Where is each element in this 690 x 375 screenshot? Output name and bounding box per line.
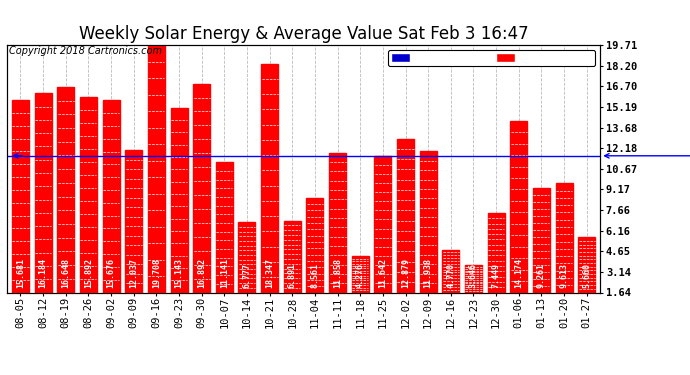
Text: 5.660: 5.660 (582, 263, 591, 288)
Bar (239, 222, 255, 292)
Text: 12.879: 12.879 (401, 258, 410, 288)
Text: 11.621: 11.621 (604, 136, 690, 176)
Bar (306, 198, 324, 292)
Bar (148, 45, 165, 292)
Text: 15.681: 15.681 (16, 258, 25, 288)
Text: 12.037: 12.037 (129, 258, 138, 288)
Bar (375, 156, 391, 292)
Bar (555, 183, 573, 292)
Bar (80, 97, 97, 292)
Text: 4.770: 4.770 (446, 263, 455, 288)
Bar (126, 150, 142, 292)
Title: Weekly Solar Energy & Average Value Sat Feb 3 16:47: Weekly Solar Energy & Average Value Sat … (79, 26, 529, 44)
Bar (442, 250, 460, 292)
Bar (34, 93, 52, 292)
Bar (261, 64, 278, 292)
Text: 14.174: 14.174 (514, 258, 523, 288)
Text: 11.141: 11.141 (220, 258, 229, 288)
Bar (420, 152, 437, 292)
Text: 6.891: 6.891 (288, 263, 297, 288)
Text: 16.184: 16.184 (39, 258, 48, 288)
Bar (533, 188, 550, 292)
Bar (329, 153, 346, 292)
Text: 16.648: 16.648 (61, 258, 70, 288)
Bar (511, 121, 527, 292)
Text: 11.642: 11.642 (378, 258, 387, 288)
Text: 11.938: 11.938 (424, 258, 433, 288)
Bar (284, 220, 301, 292)
Text: 16.892: 16.892 (197, 258, 206, 288)
Bar (465, 265, 482, 292)
Text: 15.143: 15.143 (175, 258, 184, 288)
Text: 15.892: 15.892 (84, 258, 93, 288)
Text: 18.347: 18.347 (265, 258, 274, 288)
Legend: Average  ($), Daily   ($): Average ($), Daily ($) (388, 50, 595, 66)
Text: 8.561: 8.561 (310, 263, 319, 288)
Bar (193, 84, 210, 292)
Text: 11.858: 11.858 (333, 258, 342, 288)
Text: Copyright 2018 Cartronics.com: Copyright 2018 Cartronics.com (9, 46, 162, 56)
Text: 4.276: 4.276 (356, 263, 365, 288)
Text: 15.676: 15.676 (106, 258, 116, 288)
Text: 7.449: 7.449 (491, 263, 501, 288)
Text: 9.613: 9.613 (560, 263, 569, 288)
Bar (352, 256, 368, 292)
Bar (170, 108, 188, 292)
Bar (397, 138, 414, 292)
Bar (103, 100, 119, 292)
Text: 9.261: 9.261 (537, 263, 546, 288)
Bar (216, 162, 233, 292)
Text: 3.646: 3.646 (469, 263, 478, 288)
Bar (578, 237, 595, 292)
Text: 6.777: 6.777 (242, 263, 251, 288)
Bar (57, 87, 75, 292)
Bar (12, 100, 29, 292)
Text: 19.708: 19.708 (152, 258, 161, 288)
Bar (488, 213, 504, 292)
